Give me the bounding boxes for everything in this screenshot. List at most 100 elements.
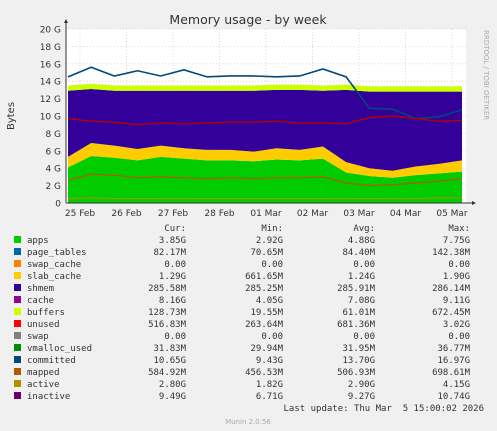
legend-swatch [14, 296, 21, 303]
line-inactive [67, 115, 463, 126]
legend-avg-value: 9.27G [348, 392, 375, 402]
legend-cur-value: 10.65G [153, 356, 186, 366]
legend-avg-value: 61.01M [342, 308, 375, 318]
legend-swatch [14, 272, 21, 279]
legend-avg-value: 681.36M [337, 320, 376, 330]
y-tick-label: 4 G [45, 165, 61, 175]
legend-series-name: mapped [27, 368, 60, 378]
area-slab_cache [68, 142, 462, 178]
stacked-areas [68, 83, 462, 203]
legend-series-name: apps [27, 236, 49, 246]
legend-max-value: 672.45M [432, 308, 471, 318]
x-tick-label: 26 Feb [111, 209, 142, 219]
chart-title: Memory usage - by week [169, 12, 327, 27]
y-tick-label: 8 G [45, 130, 61, 140]
legend-avg-value: 0.00 [353, 260, 375, 270]
legend-header-min: Min: [261, 224, 283, 234]
legend-max-value: 0.00 [448, 260, 470, 270]
legend-swatch [14, 344, 21, 351]
legend-series-name: slab_cache [27, 272, 81, 282]
x-tick-label: 25 Feb [65, 209, 96, 219]
y-tick-label: 14 G [40, 78, 61, 88]
legend-header-cur: Cur: [164, 224, 186, 234]
legend-cur-value: 9.49G [159, 392, 186, 402]
legend-avg-value: 31.95M [342, 344, 375, 354]
legend-max-value: 16.97G [437, 356, 470, 366]
legend-series-name: swap_cache [27, 260, 81, 270]
x-tick-label: 04 Mar [390, 209, 422, 219]
legend-max-value: 1.90G [443, 272, 470, 282]
legend-series-name: inactive [27, 392, 70, 402]
legend-series-name: cache [27, 296, 54, 306]
legend-series-name: committed [27, 356, 76, 366]
legend-min-value: 6.71G [256, 392, 283, 402]
legend-swatch [14, 248, 21, 255]
legend-avg-value: 13.70G [342, 356, 375, 366]
legend-series-name: swap [27, 332, 49, 342]
legend-swatch [14, 320, 21, 327]
line-committed [67, 66, 463, 120]
legend-avg-value: 285.91M [337, 284, 376, 294]
legend-min-value: 263.64M [245, 320, 284, 330]
legend-series-name: shmem [27, 284, 54, 294]
legend-max-value: 0.00 [448, 332, 470, 342]
y-tick-label: 12 G [40, 95, 61, 105]
legend-avg-value: 84.40M [342, 248, 375, 258]
legend-min-value: 9.43G [256, 356, 283, 366]
legend-cur-value: 31.83M [153, 344, 186, 354]
legend-max-value: 7.75G [443, 236, 470, 246]
legend-max-value: 3.02G [443, 320, 470, 330]
legend-avg-value: 1.24G [348, 272, 375, 282]
legend-header-avg: Avg: [353, 224, 375, 234]
x-tick-labels: 25 Feb 26 Feb 27 Feb 28 Feb 01 Mar 02 Mar 03 M… [65, 209, 468, 219]
legend-avg-value: 506.93M [337, 368, 376, 378]
line-active [67, 173, 463, 187]
legend-max-value: 698.61M [432, 368, 471, 378]
legend-cur-value: 82.17M [153, 248, 186, 258]
y-axis-label: Bytes [6, 102, 17, 130]
y-tick-labels: 0 2 G 4 G 6 G 8 G 10 G 12 G 14 G 16 G 18 G 20 G [40, 26, 62, 210]
legend-swatch [14, 260, 21, 267]
legend-swatch [14, 392, 21, 399]
x-tick-label: 01 Mar [250, 209, 282, 219]
legend-max-value: 4.15G [443, 380, 470, 390]
area-apps [68, 156, 462, 203]
x-tick-label: 28 Feb [204, 209, 235, 219]
side-label: RRDTOOL / TOBI OETIKER [482, 30, 490, 120]
y-axis-arrow [64, 19, 68, 23]
legend-swatch [14, 284, 21, 291]
y-tick-label: 20 G [40, 26, 61, 36]
x-tick-label: 05 Mar [436, 209, 468, 219]
x-tick-label: 02 Mar [297, 209, 329, 219]
legend-series-name: buffers [27, 308, 65, 318]
legend-swatch [14, 332, 21, 339]
legend-cur-value: 0.00 [164, 332, 186, 342]
legend-min-value: 0.00 [261, 332, 283, 342]
legend-cur-value: 128.73M [148, 308, 187, 318]
legend: Cur: Min: Avg: Max: apps 3.85G 2.92G 4.88G 7… [14, 224, 471, 402]
legend-min-value: 2.92G [256, 236, 283, 246]
legend-swatch [14, 368, 21, 375]
legend-cur-value: 3.85G [159, 236, 186, 246]
legend-series-name: vmalloc_used [27, 344, 92, 354]
y-tick-label: 6 G [45, 147, 61, 157]
area-unused [68, 83, 462, 92]
area-cache [68, 89, 462, 171]
legend-series-name: active [27, 380, 60, 390]
legend-avg-value: 4.88G [348, 236, 375, 246]
legend-cur-value: 1.29G [159, 272, 186, 282]
y-tick-label: 2 G [45, 182, 61, 192]
x-axis-arrow [472, 201, 476, 205]
legend-min-value: 456.53M [245, 368, 284, 378]
legend-swatch [14, 236, 21, 243]
legend-cur-value: 8.16G [159, 296, 186, 306]
legend-header-max: Max: [448, 224, 470, 234]
legend-cur-value: 285.58M [148, 284, 187, 294]
x-tick-label: 03 Mar [343, 209, 375, 219]
legend-min-value: 29.94M [250, 344, 283, 354]
footer: Munin 2.0.56 [225, 418, 271, 426]
legend-avg-value: 0.00 [353, 332, 375, 342]
x-tick-label: 27 Feb [158, 209, 189, 219]
legend-min-value: 661.65M [245, 272, 284, 282]
